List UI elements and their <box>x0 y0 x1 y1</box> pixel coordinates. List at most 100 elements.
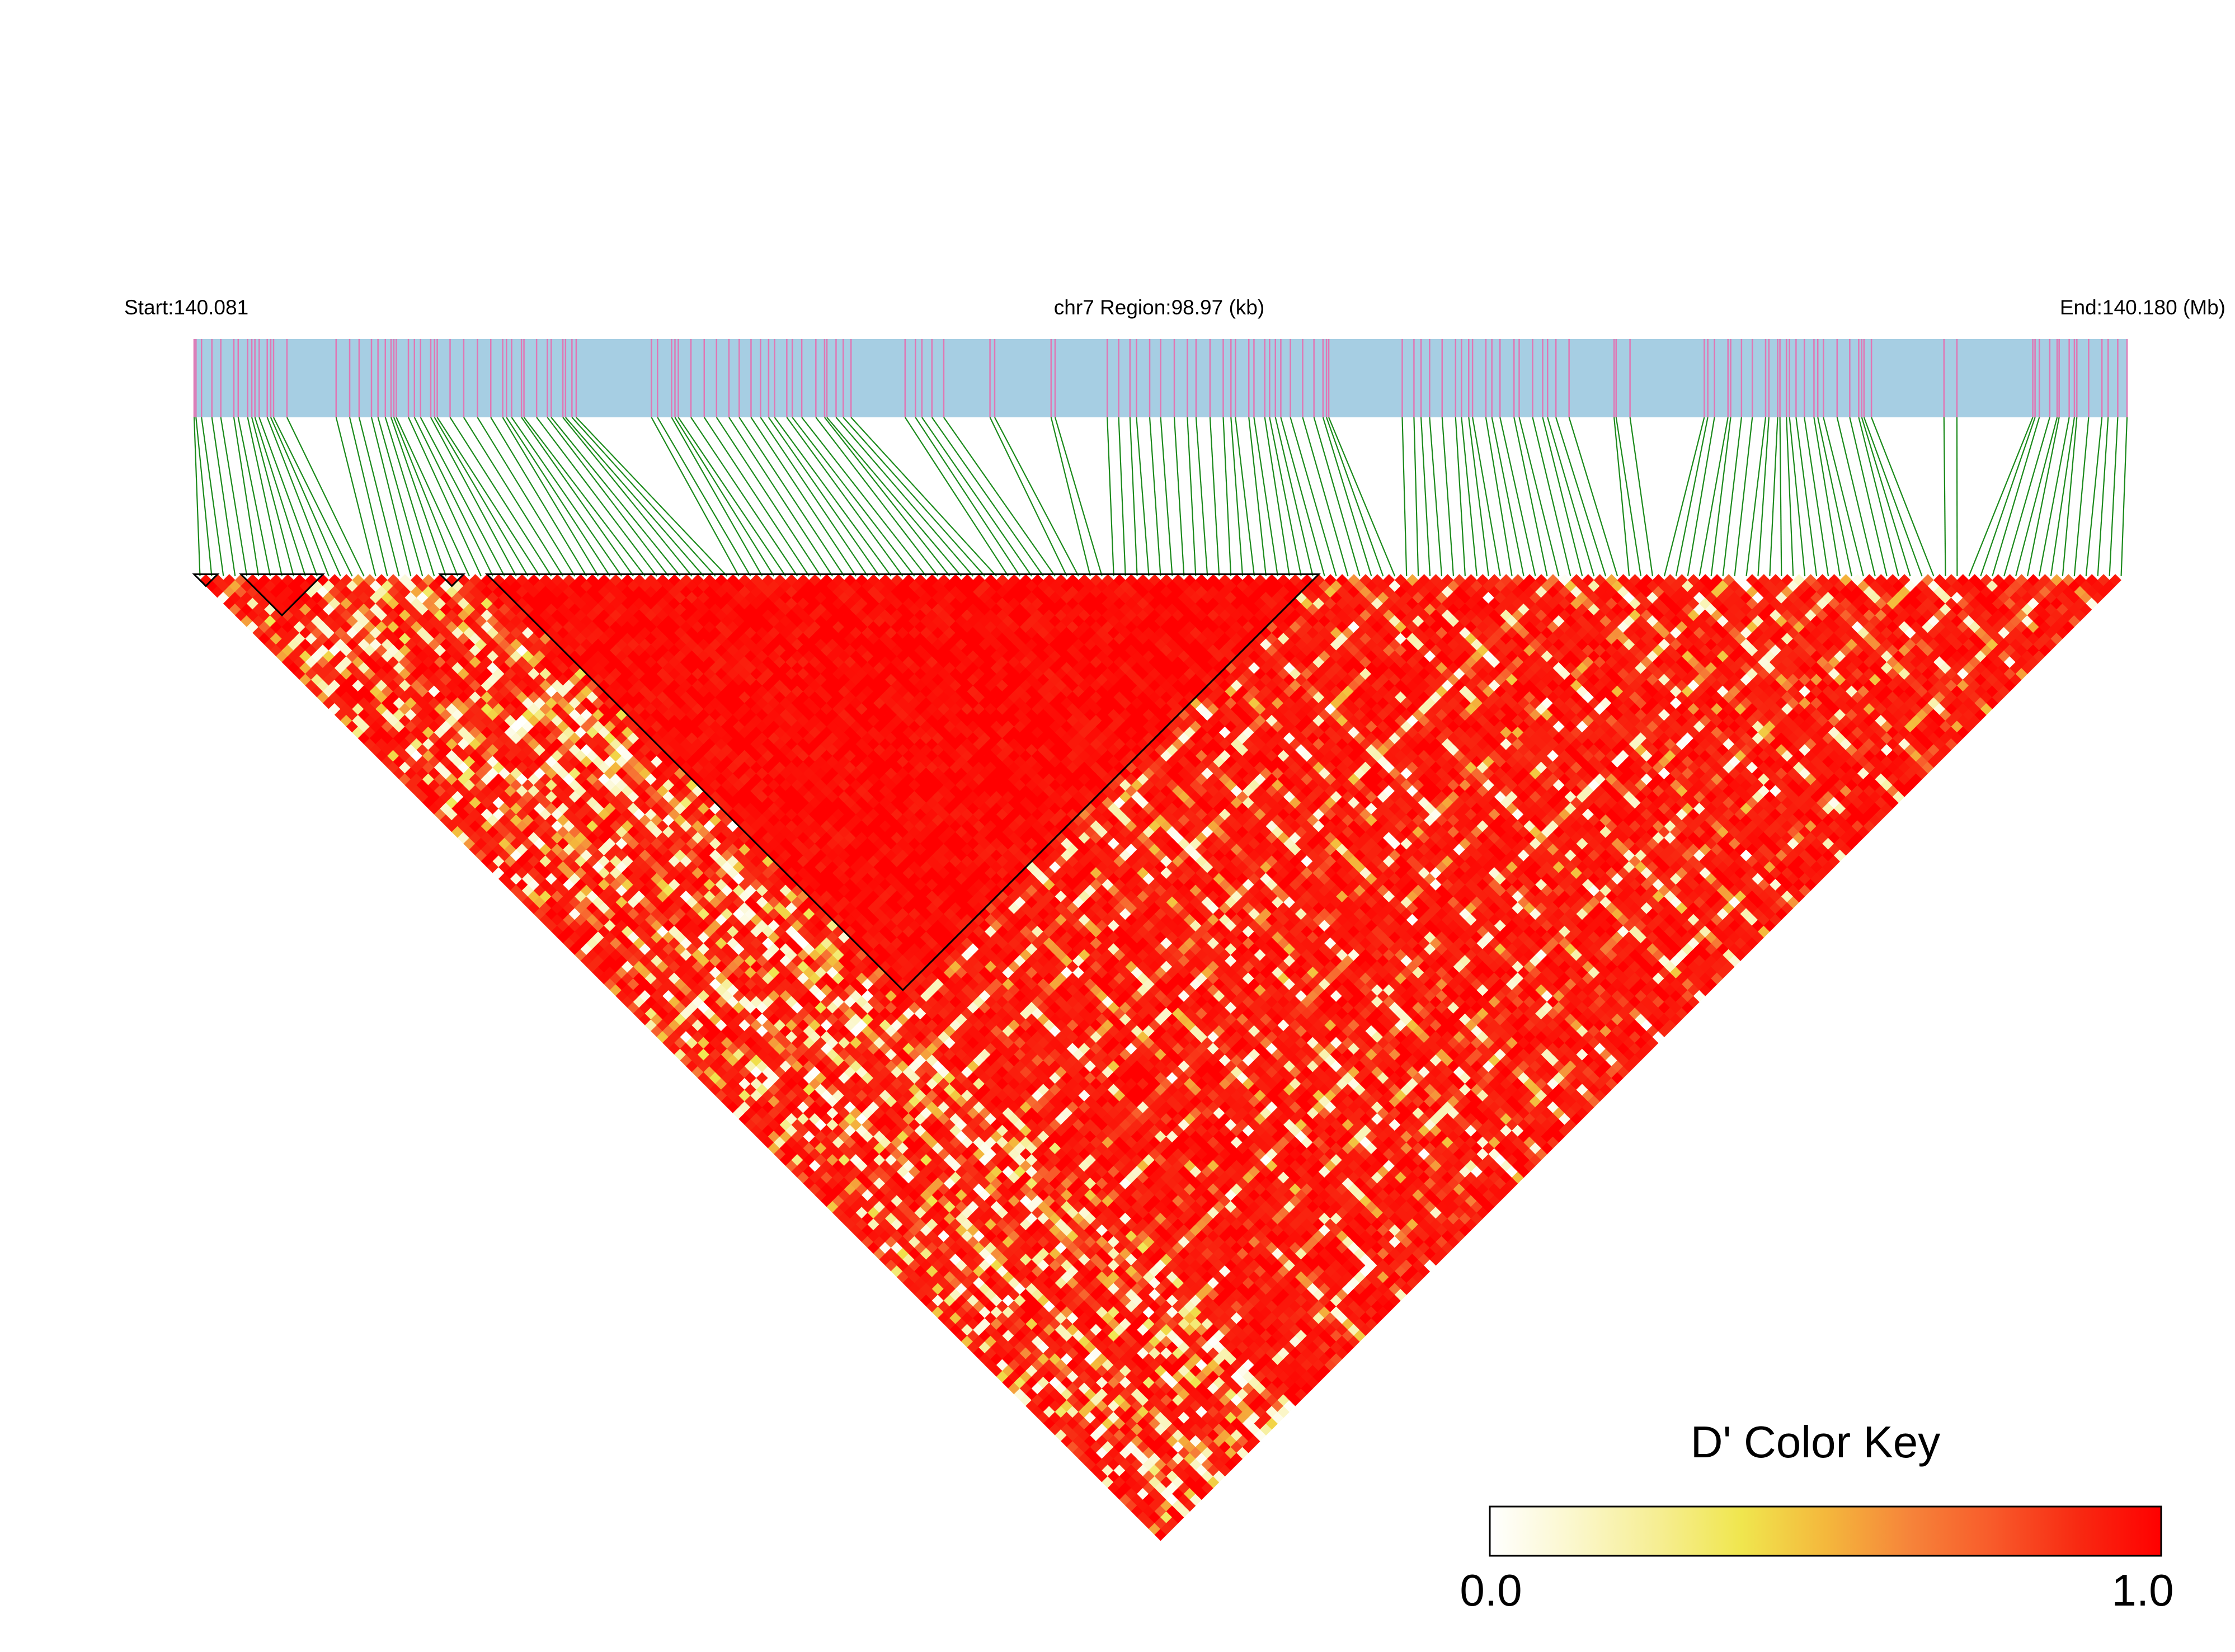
snp-connector <box>396 417 470 577</box>
snp-connector <box>2003 417 2050 577</box>
snp-connector <box>393 417 459 577</box>
snp-connector <box>390 417 447 577</box>
snp-connector <box>671 417 763 577</box>
snp-connector <box>1313 417 1361 577</box>
snp-connector <box>2015 417 2058 577</box>
snp-connector <box>1499 417 1536 577</box>
snp-connector <box>272 417 353 577</box>
snp-connector <box>1547 417 1595 577</box>
snp-connector <box>1532 417 1571 577</box>
snp-connector <box>904 417 1009 577</box>
snp-connector <box>420 417 505 577</box>
snp-connector <box>1615 417 1642 577</box>
snp-connector <box>1468 417 1489 577</box>
snp-connector <box>511 417 623 577</box>
snp-connector <box>1173 417 1185 577</box>
snp-connector <box>377 417 424 577</box>
snp-connector <box>1401 417 1408 577</box>
snp-connector <box>1274 417 1314 577</box>
region-title: chr7 Region:98.97 (kb) <box>1054 296 1264 319</box>
snp-connector <box>2050 417 2076 577</box>
snp-connector <box>2026 417 2060 577</box>
snp-connector <box>1722 417 1742 577</box>
snp-connector <box>247 417 283 577</box>
snp-connector <box>550 417 681 577</box>
snp-connector <box>2062 417 2078 577</box>
snp-connector <box>1863 417 1923 577</box>
snp-connector <box>1992 417 2040 577</box>
ld-heatmap-cells <box>200 574 2121 1541</box>
snp-connector <box>349 417 388 577</box>
snp-connector <box>547 417 669 577</box>
snp-connector <box>1795 417 1818 577</box>
snp-connector <box>1485 417 1513 577</box>
snp-connector <box>690 417 798 577</box>
snp-connector <box>1136 417 1150 577</box>
snp-connector <box>430 417 517 577</box>
snp-connector <box>1710 417 1731 577</box>
snp-connector <box>1513 417 1548 577</box>
snp-connector <box>1786 417 1794 577</box>
snp-connector <box>850 417 997 577</box>
snp-connector <box>254 417 306 577</box>
snp-connector <box>1629 417 1654 577</box>
snp-connector <box>220 417 248 577</box>
snp-connector <box>201 417 224 577</box>
snp-connector <box>1222 417 1232 577</box>
snp-connector <box>1675 417 1709 577</box>
snp-connector <box>651 417 740 577</box>
snp-connector <box>1160 417 1173 577</box>
snp-connector <box>408 417 482 577</box>
snp-connector <box>1322 417 1372 577</box>
snp-connector <box>521 417 634 577</box>
snp-connector <box>1280 417 1325 577</box>
snp-connector <box>1328 417 1396 577</box>
snp-connector <box>750 417 857 577</box>
snp-connector <box>502 417 599 577</box>
region-start-label: Start:140.081 <box>124 296 248 319</box>
snp-connector <box>738 417 845 577</box>
snp-connector <box>677 417 787 577</box>
snp-connector-lines <box>193 417 2128 577</box>
snp-connector <box>1769 417 1778 577</box>
snp-connector <box>490 417 587 577</box>
snp-connector <box>1195 417 1208 577</box>
snp-connector <box>728 417 834 577</box>
snp-connector <box>1264 417 1290 577</box>
snp-connector <box>565 417 704 577</box>
snp-connector <box>1491 417 1524 577</box>
snp-connector <box>792 417 915 577</box>
snp-connector <box>449 417 552 577</box>
snp-connector <box>1302 417 1349 577</box>
snp-connector <box>436 417 540 577</box>
snp-connector <box>801 417 927 577</box>
snp-connector <box>826 417 962 577</box>
snp-connector <box>703 417 810 577</box>
snp-connector <box>536 417 657 577</box>
snp-connector <box>523 417 646 577</box>
snp-connector <box>576 417 728 577</box>
snp-connector <box>1455 417 1466 577</box>
snp-connector <box>1542 417 1583 577</box>
snp-connector <box>1441 417 1455 577</box>
snp-connector <box>824 417 951 577</box>
snp-connector <box>1858 417 1899 577</box>
region-end-label: End:140.180 (Mb) <box>2060 296 2225 319</box>
snp-connector <box>1980 417 2036 577</box>
snp-connector <box>1745 417 1767 577</box>
snp-connector <box>1836 417 1876 577</box>
snp-connector <box>1871 417 1935 577</box>
snp-connector <box>286 417 365 577</box>
snp-connector <box>2085 417 2103 577</box>
snp-connector <box>266 417 330 577</box>
snp-connector <box>835 417 974 577</box>
snp-connector <box>1235 417 1255 577</box>
snp-connector <box>1248 417 1267 577</box>
snp-connector <box>413 417 493 577</box>
snp-connector <box>921 417 1033 577</box>
snp-connector <box>463 417 564 577</box>
snp-connector <box>233 417 260 577</box>
snp-connector <box>1757 417 1770 577</box>
snp-connector <box>768 417 880 577</box>
snp-connector <box>1269 417 1302 577</box>
